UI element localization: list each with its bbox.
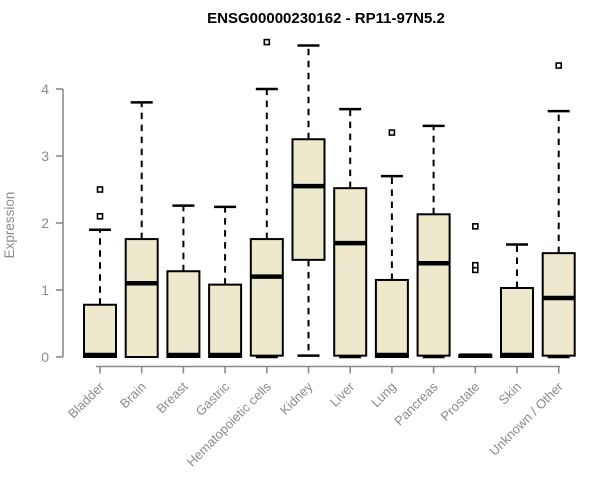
x-category-label: Brain [117, 379, 149, 411]
outlier-point [471, 223, 479, 230]
outlier-point [388, 129, 396, 136]
x-category-label: Unknown / Other [486, 379, 566, 459]
iqr-box [166, 270, 201, 358]
y-tick-label: 4 [41, 81, 49, 97]
box-group [500, 243, 534, 358]
x-category-label: Breast [153, 379, 190, 416]
outlier-point [96, 186, 104, 193]
box-group [458, 223, 493, 358]
box-group [166, 204, 201, 358]
iqr-box [541, 252, 576, 357]
box-group [249, 38, 284, 359]
iqr-box [208, 283, 243, 359]
iqr-box [500, 286, 534, 358]
x-category-label: Liver [327, 379, 358, 410]
box-group [83, 186, 117, 358]
box-group [416, 124, 451, 359]
x-category-label: Bladder [65, 379, 108, 422]
x-category-label: Pancreas [391, 379, 441, 429]
box-group [124, 101, 159, 358]
y-axis-label: Expression [2, 192, 17, 259]
iqr-box [291, 138, 326, 261]
x-category-label: Prostate [438, 379, 483, 424]
box-group [541, 62, 576, 359]
outlier-point [263, 38, 271, 46]
iqr-box [83, 303, 117, 358]
x-category-label: Kidney [277, 379, 316, 418]
iqr-box [416, 213, 451, 357]
x-category-label: Gastric [193, 379, 233, 419]
iqr-box [249, 238, 284, 357]
outlier-point [471, 261, 479, 269]
y-tick-label: 0 [41, 349, 49, 365]
iqr-box [124, 238, 159, 358]
iqr-box [333, 187, 368, 357]
x-category-label: Lung [368, 379, 399, 410]
box-group [291, 44, 326, 357]
x-category-label: Skin [496, 379, 524, 407]
box-group [333, 107, 368, 359]
iqr-box [374, 278, 409, 359]
outlier-point [555, 62, 563, 69]
y-tick-label: 2 [41, 215, 49, 231]
outlier-point [96, 213, 104, 220]
box-series [83, 38, 576, 359]
y-tick-label: 3 [41, 148, 49, 164]
box-group [208, 205, 243, 359]
y-tick-label: 1 [41, 282, 49, 298]
chart-title: ENSG00000230162 - RP11-97N5.2 [207, 10, 445, 27]
box-group [374, 129, 409, 359]
